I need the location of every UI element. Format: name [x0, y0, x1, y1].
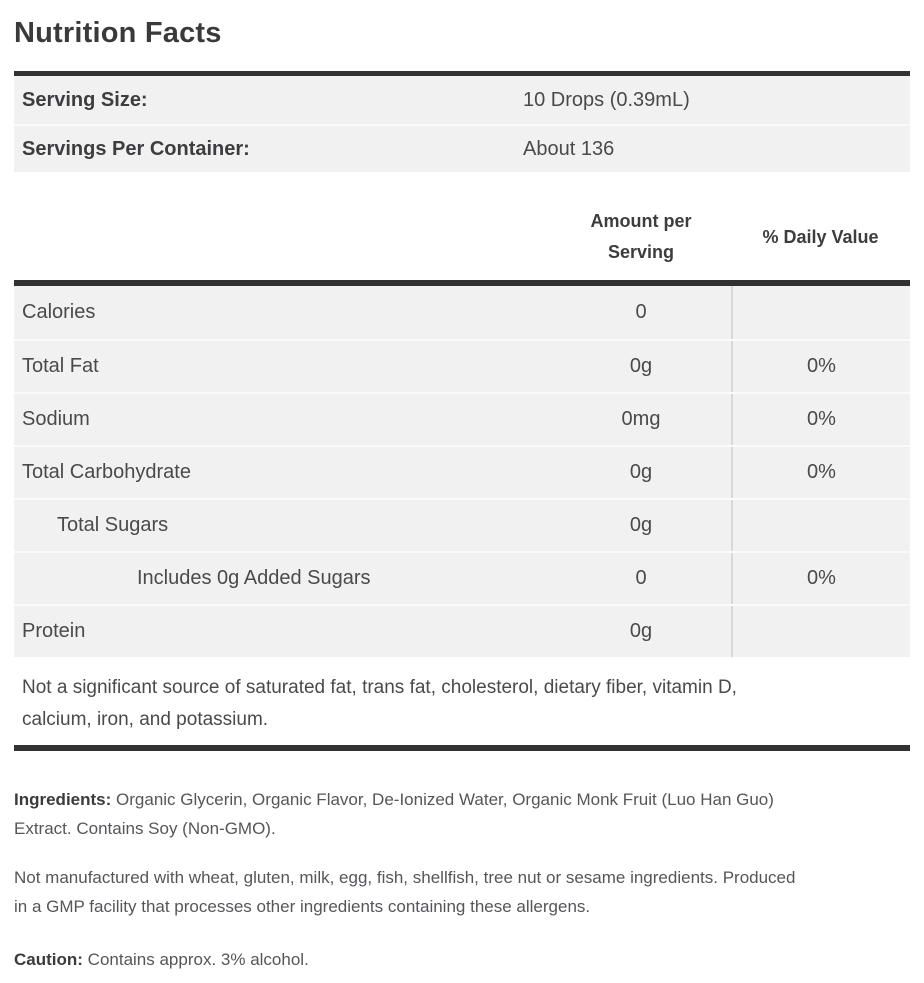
- nutrition-row-sodium: Sodium 0mg 0%: [14, 392, 910, 445]
- caution-paragraph: Caution: Contains approx. 3% alcohol.: [14, 945, 910, 974]
- nutrition-row-added-sugars: Includes 0g Added Sugars 0 0%: [14, 551, 910, 604]
- amount-per-serving-header: Amount per Serving: [590, 211, 692, 262]
- serving-size-row: Serving Size: 10 Drops (0.39mL): [14, 76, 910, 124]
- nutrient-amount: 0: [635, 301, 647, 323]
- servings-per-container-row: Servings Per Container: About 136: [14, 124, 910, 172]
- page-title: Nutrition Facts: [14, 17, 222, 49]
- nutrient-daily-value: 0%: [731, 394, 910, 445]
- servings-per-container-value: About 136: [523, 137, 615, 160]
- ingredients-paragraph: Ingredients: Organic Glycerin, Organic F…: [14, 785, 910, 843]
- caution-label: Caution:: [14, 950, 83, 969]
- servings-per-container-label: Servings Per Container:: [22, 137, 250, 160]
- insignificant-sources-footnote: Not a significant source of saturated fa…: [14, 657, 910, 751]
- allergen-paragraph: Not manufactured with wheat, gluten, mil…: [14, 868, 796, 916]
- nutrient-amount: 0g: [629, 514, 653, 536]
- serving-size-value: 10 Drops (0.39mL): [523, 88, 690, 111]
- nutrition-row-protein: Protein 0g: [14, 604, 910, 657]
- nutrient-name: Sodium: [22, 408, 90, 430]
- nutrient-amount: 0mg: [621, 408, 661, 430]
- nutrient-name: Total Sugars: [57, 514, 169, 536]
- nutrient-daily-value: 0%: [731, 341, 910, 392]
- nutrient-daily-value: 0%: [731, 553, 910, 604]
- ingredients-label: Ingredients:: [14, 790, 112, 809]
- serving-info-table: Serving Size: 10 Drops (0.39mL) Servings…: [14, 71, 910, 172]
- nutrient-amount: 0: [635, 567, 647, 589]
- nutrient-amount: 0g: [629, 620, 653, 642]
- nutrient-daily-value: [731, 500, 910, 551]
- nutrition-table: Calories 0 Total Fat 0g 0% Sodium 0mg 0%…: [14, 280, 910, 751]
- daily-value-header: % Daily Value: [762, 226, 879, 247]
- nutrient-daily-value: [731, 606, 910, 657]
- nutrition-row-total-carbohydrate: Total Carbohydrate 0g 0%: [14, 445, 910, 498]
- caution-text: Contains approx. 3% alcohol.: [82, 950, 309, 969]
- nutrient-name: Total Fat: [22, 355, 99, 377]
- nutrient-daily-value: 0%: [731, 447, 910, 498]
- nutrient-amount: 0g: [629, 355, 653, 377]
- nutrient-name: Calories: [22, 301, 96, 323]
- nutrient-name: Total Carbohydrate: [22, 461, 191, 483]
- nutrition-row-total-fat: Total Fat 0g 0%: [14, 339, 910, 392]
- nutrient-amount: 0g: [629, 461, 653, 483]
- nutrition-row-calories: Calories 0: [14, 286, 910, 339]
- nutrient-daily-value: [731, 286, 910, 339]
- nutrition-table-header: Amount per Serving % Daily Value: [14, 172, 910, 280]
- serving-size-label: Serving Size:: [22, 88, 148, 111]
- nutrient-name: Includes 0g Added Sugars: [137, 567, 371, 589]
- nutrition-row-total-sugars: Total Sugars 0g: [14, 498, 910, 551]
- ingredients-text: Organic Glycerin, Organic Flavor, De-Ion…: [14, 790, 774, 838]
- nutrient-name: Protein: [22, 620, 86, 642]
